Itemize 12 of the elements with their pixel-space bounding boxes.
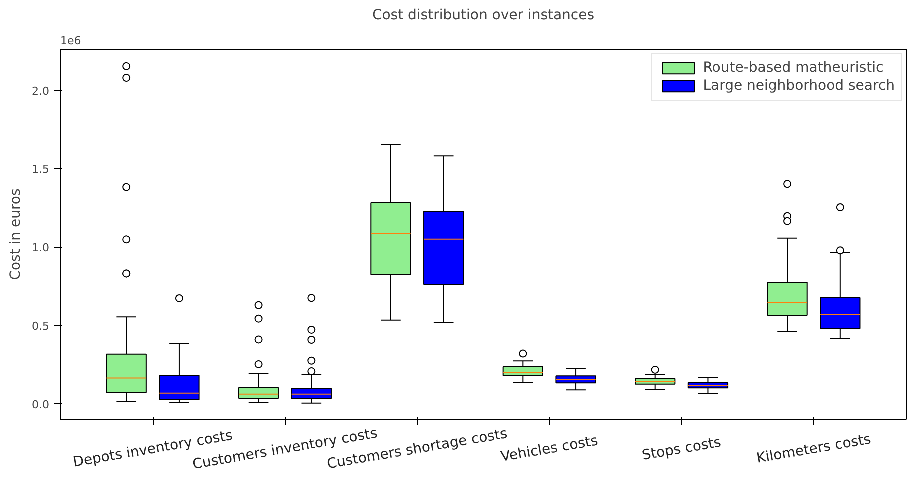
y-tick-label: 2.0 xyxy=(32,84,50,98)
chart-title: Cost distribution over instances xyxy=(372,8,595,24)
y-tick-label: 0.5 xyxy=(32,320,50,333)
y-tick-label: 1.0 xyxy=(32,242,50,255)
text: 1e6 xyxy=(60,34,82,48)
y-tick-label: 0.0 xyxy=(32,398,50,412)
y-axis-title: Cost in euros xyxy=(8,188,24,280)
x-tick-label: Stops costs xyxy=(641,434,723,464)
x-tick-label: Kilometers costs xyxy=(756,432,872,467)
y-tick-label: 1.5 xyxy=(32,163,50,176)
legend-label: Route-based matheuristic xyxy=(703,60,884,76)
legend-label: Large neighborhood search xyxy=(703,78,895,94)
